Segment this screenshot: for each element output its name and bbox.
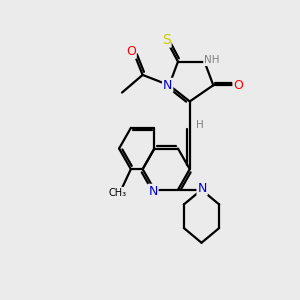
Text: H: H	[196, 120, 204, 130]
Text: O: O	[233, 79, 243, 92]
Text: NH: NH	[204, 55, 220, 65]
Text: S: S	[162, 33, 171, 46]
Text: N: N	[148, 185, 158, 198]
Text: N: N	[197, 182, 207, 195]
Text: CH₃: CH₃	[109, 188, 127, 198]
Text: O: O	[126, 45, 136, 58]
Text: N: N	[163, 79, 172, 92]
